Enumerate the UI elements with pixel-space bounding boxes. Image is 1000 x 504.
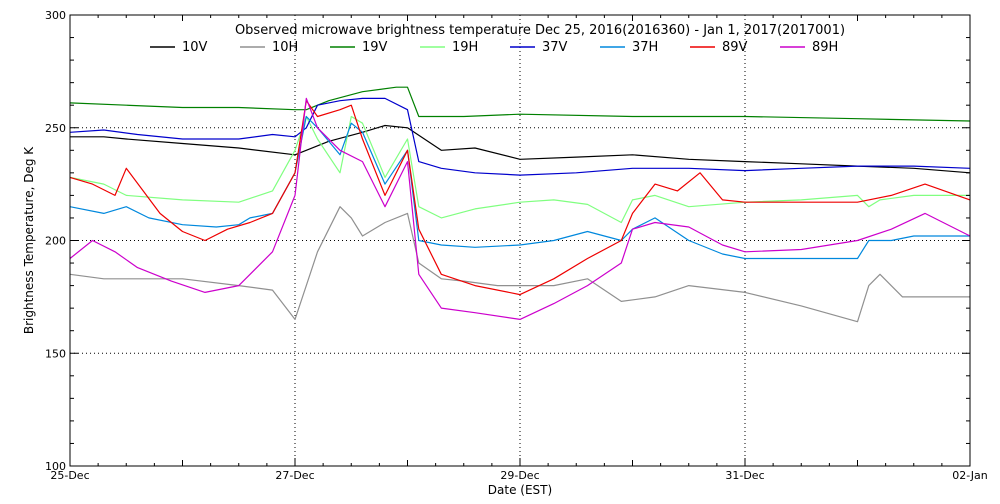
- series-layer: [69, 86, 971, 323]
- chart-title: Observed microwave brightness temperatur…: [235, 23, 845, 38]
- x-tick-label: 27-Dec: [275, 469, 314, 482]
- y-tick-label: 200: [45, 235, 66, 248]
- series-line-19H: [69, 115, 970, 224]
- legend-label-10V: 10V: [182, 40, 208, 55]
- axis-layer: 100 150 200 250 300 25-Dec 27-Dec 29-Dec 31-Dec 0…: [45, 9, 988, 482]
- series-line-19V: [69, 86, 971, 122]
- x-tick-label: 02-Jan: [952, 469, 988, 482]
- y-axis-label: Brightness Temperature, Deg K: [22, 146, 36, 334]
- legend-label-89V: 89V: [722, 40, 748, 55]
- legend-label-37V: 37V: [542, 40, 568, 55]
- legend-label-37H: 37H: [632, 40, 658, 55]
- x-tick-label: 29-Dec: [500, 469, 539, 482]
- y-tick-label: 250: [45, 122, 66, 135]
- legend-label-19V: 19V: [362, 40, 388, 55]
- series-line-37H: [69, 115, 970, 260]
- y-tick-label: 100: [45, 460, 66, 473]
- y-tick-label: 300: [45, 9, 66, 22]
- legend: 10V 10H 19V 19H 37V 37H 89V 89H: [150, 40, 838, 55]
- series-line-37V: [69, 97, 971, 176]
- series-line-89V: [69, 100, 971, 296]
- x-axis-label: Date (EST): [488, 483, 552, 497]
- series-line-89H: [69, 97, 971, 320]
- y-tick-label: 150: [45, 347, 66, 360]
- legend-label-10H: 10H: [272, 40, 298, 55]
- series-line-10H: [69, 206, 970, 323]
- x-tick-label: 25-Dec: [50, 469, 89, 482]
- x-tick-label: 31-Dec: [725, 469, 764, 482]
- legend-label-19H: 19H: [452, 40, 478, 55]
- legend-label-89H: 89H: [812, 40, 838, 55]
- series-line-10V: [70, 124, 971, 174]
